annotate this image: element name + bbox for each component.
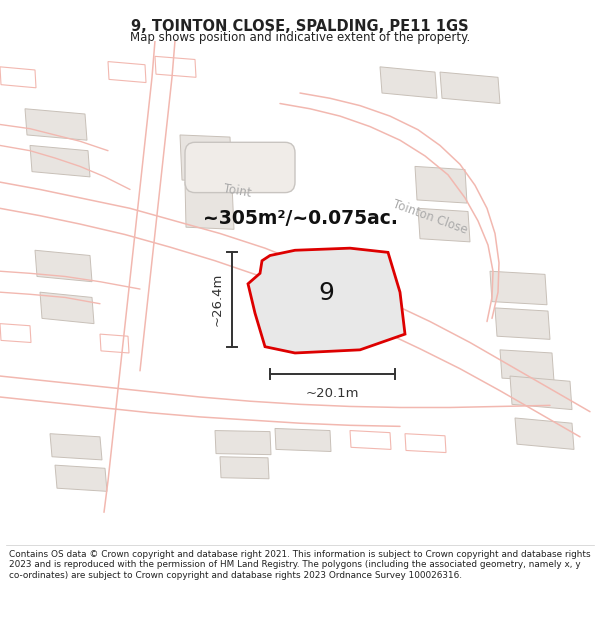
Text: Map shows position and indicative extent of the property.: Map shows position and indicative extent… [130,31,470,44]
Polygon shape [180,135,232,182]
Polygon shape [220,457,269,479]
Text: ~26.4m: ~26.4m [211,273,224,326]
Polygon shape [50,434,102,460]
Polygon shape [55,465,107,491]
Polygon shape [185,182,234,229]
Text: Toint: Toint [222,182,252,199]
Polygon shape [215,431,271,454]
FancyBboxPatch shape [185,142,295,192]
Polygon shape [415,166,467,203]
Polygon shape [275,429,331,451]
Text: 9: 9 [319,281,335,306]
Polygon shape [495,308,550,339]
Polygon shape [248,248,405,353]
Text: ~20.1m: ~20.1m [306,386,359,399]
Polygon shape [500,350,554,381]
Polygon shape [510,376,572,409]
Polygon shape [30,146,90,177]
Text: Tointon Close: Tointon Close [391,197,469,236]
Text: 9, TOINTON CLOSE, SPALDING, PE11 1GS: 9, TOINTON CLOSE, SPALDING, PE11 1GS [131,19,469,34]
Polygon shape [440,72,500,104]
Polygon shape [418,208,470,242]
Polygon shape [40,292,94,324]
Polygon shape [490,271,547,305]
Text: Contains OS data © Crown copyright and database right 2021. This information is : Contains OS data © Crown copyright and d… [9,550,590,580]
Polygon shape [515,418,574,449]
Text: ~305m²/~0.075ac.: ~305m²/~0.075ac. [203,209,397,228]
Polygon shape [35,250,92,282]
Polygon shape [25,109,87,140]
Polygon shape [380,67,437,98]
